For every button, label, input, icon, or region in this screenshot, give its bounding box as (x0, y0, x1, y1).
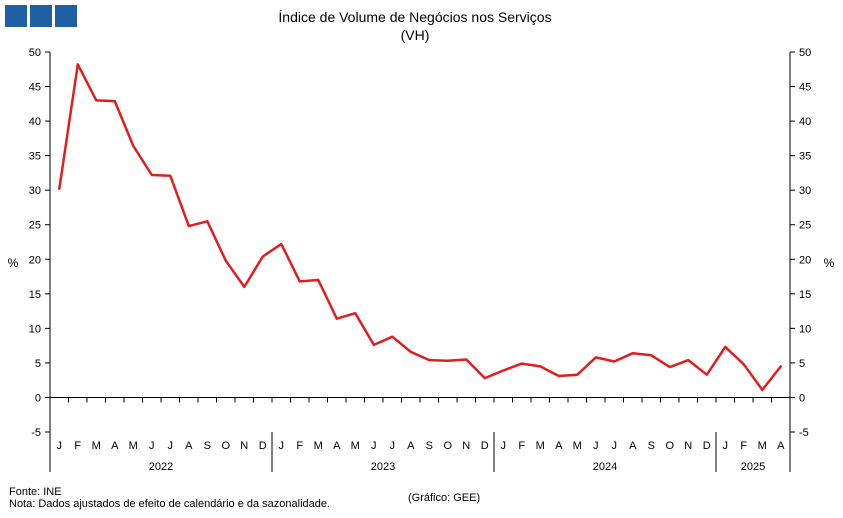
y-tick-label-right: 40 (799, 116, 811, 128)
y-tick-label-left: -5 (31, 427, 41, 439)
year-label: 2022 (149, 461, 173, 473)
x-tick-label: A (111, 440, 119, 452)
x-tick-label: A (333, 440, 341, 452)
chart-title: Índice de Volume de Negócios nos Serviço… (278, 9, 551, 25)
y-tick-label-right: -5 (799, 427, 809, 439)
x-tick-label: A (185, 440, 193, 452)
footer-source: Fonte: INE (9, 486, 62, 498)
y-tick-label-left: 15 (29, 289, 41, 301)
y-tick-label-right: 45 (799, 82, 811, 94)
x-tick-label: J (593, 440, 599, 452)
year-label: 2023 (371, 461, 395, 473)
x-tick-label: A (407, 440, 415, 452)
y-tick-label-left: 0 (35, 392, 41, 404)
x-tick-label: M (573, 440, 582, 452)
logo-block-1 (5, 5, 27, 27)
x-tick-label: D (703, 440, 711, 452)
gee-logo (5, 5, 77, 27)
x-tick-label: S (204, 440, 211, 452)
x-tick-label: O (443, 440, 452, 452)
y-tick-label-left: 40 (29, 116, 41, 128)
footer-credit: (Gráfico: GEE) (408, 492, 481, 504)
y-tick-label-right: 5 (799, 358, 805, 370)
series-lines (58, 63, 783, 392)
x-tick-label: M (536, 440, 545, 452)
y-tick-label-left: 10 (29, 323, 41, 335)
y-tick-label-right: 20 (799, 254, 811, 266)
footer-note: Nota: Dados ajustados de efeito de calen… (9, 498, 331, 510)
y-tick-label-left: 45 (29, 82, 41, 94)
x-tick-label: M (758, 440, 767, 452)
y-tick-label-left: 5 (35, 358, 41, 370)
x-tick-label: A (777, 440, 785, 452)
x-tick-label: M (314, 440, 323, 452)
x-tick-label: J (149, 440, 155, 452)
y-tick-label-left: 20 (29, 254, 41, 266)
x-tick-label: M (129, 440, 138, 452)
y-tick-label-right: 50 (799, 47, 811, 59)
x-tick-label: J (57, 440, 63, 452)
x-tick-label: J (723, 440, 729, 452)
y-axis-label-left: % (8, 256, 19, 270)
y-tick-label-right: 10 (799, 323, 811, 335)
x-tick-label: J (612, 440, 618, 452)
year-label: 2024 (593, 461, 617, 473)
x-tick-label: J (390, 440, 396, 452)
x-tick-label: D (259, 440, 267, 452)
x-tick-label: F (518, 440, 525, 452)
x-tick-label: J (371, 440, 377, 452)
x-tick-label: O (665, 440, 674, 452)
x-tick-label: J (279, 440, 285, 452)
x-tick-label: F (74, 440, 81, 452)
y-tick-label-left: 25 (29, 220, 41, 232)
y-tick-label-right: 35 (799, 151, 811, 163)
x-tick-label: J (168, 440, 174, 452)
y-tick-label-right: 25 (799, 220, 811, 232)
x-tick-label: N (684, 440, 692, 452)
series-line (58, 63, 783, 392)
x-tick-label: S (648, 440, 655, 452)
x-tick-label: A (629, 440, 637, 452)
x-tick-label: D (481, 440, 489, 452)
x-tick-label: M (92, 440, 101, 452)
y-tick-label-left: 50 (29, 47, 41, 59)
x-tick-label: M (351, 440, 360, 452)
year-label: 2025 (741, 461, 765, 473)
x-tick-label: F (296, 440, 303, 452)
x-tick-label: F (740, 440, 747, 452)
y-tick-label-left: 35 (29, 151, 41, 163)
y-tick-label-right: 30 (799, 185, 811, 197)
y-axis-label-right: % (824, 256, 835, 270)
chart-subtitle: (VH) (401, 27, 430, 43)
x-tick-label: A (555, 440, 563, 452)
x-tick-label: J (501, 440, 507, 452)
y-tick-label-right: 15 (799, 289, 811, 301)
x-tick-label: N (462, 440, 470, 452)
x-tick-label: N (240, 440, 248, 452)
logo-block-2 (30, 5, 52, 27)
x-tick-label: O (221, 440, 230, 452)
logo-block-3 (55, 5, 77, 27)
y-tick-label-left: 30 (29, 185, 41, 197)
x-tick-label: S (426, 440, 433, 452)
y-tick-label-right: 0 (799, 392, 805, 404)
